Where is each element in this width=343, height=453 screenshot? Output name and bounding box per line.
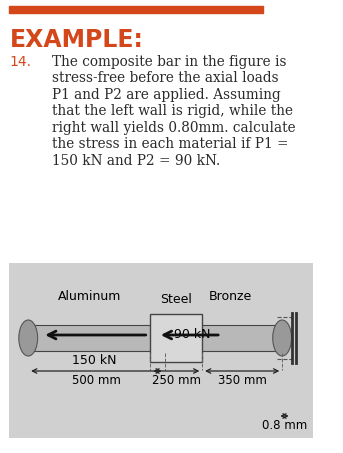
- Text: Steel: Steel: [160, 293, 192, 306]
- Bar: [28, 325, 165, 351]
- Bar: [9, 263, 313, 438]
- Text: 350 mm: 350 mm: [218, 374, 267, 387]
- Text: 14.: 14.: [9, 55, 32, 69]
- Text: 250 mm: 250 mm: [152, 374, 201, 387]
- Text: P1 and P2 are applied. Assuming: P1 and P2 are applied. Assuming: [52, 88, 281, 102]
- Text: right wall yields 0.80mm. calculate: right wall yields 0.80mm. calculate: [52, 121, 295, 135]
- Bar: [9, 6, 263, 13]
- Text: 150 kN and P2 = 90 kN.: 150 kN and P2 = 90 kN.: [52, 154, 220, 168]
- Ellipse shape: [273, 320, 292, 356]
- Text: EXAMPLE:: EXAMPLE:: [9, 28, 143, 52]
- Text: The composite bar in the figure is: The composite bar in the figure is: [52, 55, 286, 69]
- Text: 90 kN: 90 kN: [174, 328, 211, 342]
- Text: the stress in each material if P1 =: the stress in each material if P1 =: [52, 138, 288, 151]
- Text: Bronze: Bronze: [209, 290, 252, 303]
- Bar: [151, 314, 202, 362]
- Text: 500 mm: 500 mm: [72, 374, 121, 387]
- Ellipse shape: [19, 320, 38, 356]
- Text: Aluminum: Aluminum: [58, 290, 121, 303]
- Text: stress-free before the axial loads: stress-free before the axial loads: [52, 72, 279, 86]
- Bar: [165, 325, 277, 351]
- Text: 0.8 mm: 0.8 mm: [262, 419, 307, 432]
- Text: 150 kN: 150 kN: [72, 354, 116, 367]
- Text: that the left wall is rigid, while the: that the left wall is rigid, while the: [52, 105, 293, 119]
